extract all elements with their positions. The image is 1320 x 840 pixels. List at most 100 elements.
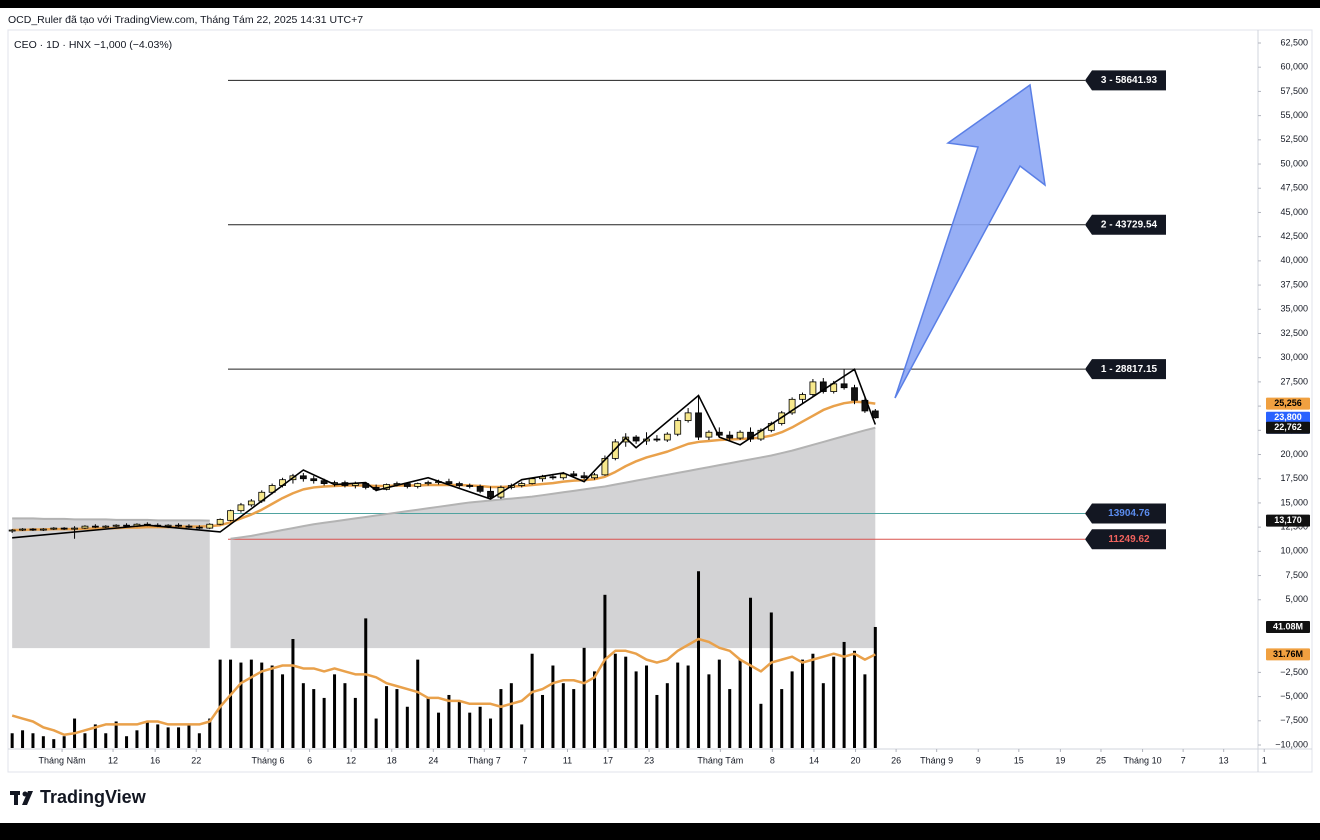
x-tick-label: 18 bbox=[387, 755, 397, 765]
volume-bar bbox=[853, 650, 857, 748]
y-tick-label: 40,000 bbox=[1280, 255, 1308, 265]
candle-body bbox=[414, 483, 422, 487]
x-tick-label: 8 bbox=[770, 755, 775, 765]
candle-body bbox=[185, 525, 193, 528]
candle-body bbox=[851, 387, 858, 401]
axis-tag bbox=[1266, 421, 1310, 434]
axis-tag bbox=[1266, 648, 1310, 661]
candle-body bbox=[518, 483, 526, 486]
volume-bar bbox=[707, 674, 711, 748]
candle-body bbox=[809, 381, 817, 395]
volume-bar bbox=[145, 721, 149, 748]
header-title: OCD_Ruler đã tạo với TradingView.com, Th… bbox=[8, 14, 363, 26]
volume-bar bbox=[873, 626, 877, 748]
axis-tag-label: 31.76M bbox=[1273, 649, 1303, 659]
y-tick-label: 30,000 bbox=[1280, 352, 1308, 362]
volume-bar bbox=[52, 739, 56, 748]
volume-bar bbox=[509, 683, 513, 748]
candle-body bbox=[195, 526, 203, 529]
level-tag bbox=[1085, 214, 1166, 235]
volume-bar bbox=[239, 662, 243, 748]
volume-bar bbox=[821, 683, 825, 748]
candle-body bbox=[299, 475, 307, 480]
x-tick-label: 13 bbox=[1219, 755, 1229, 765]
level-label: 1 - 28817.15 bbox=[1101, 364, 1158, 375]
candle-body bbox=[81, 525, 89, 529]
x-tick-label: 22 bbox=[191, 755, 201, 765]
volume-bar bbox=[645, 665, 649, 748]
volume-bar bbox=[114, 721, 118, 748]
x-tick-label: 25 bbox=[1096, 755, 1106, 765]
volume-bar bbox=[353, 697, 357, 748]
volume-bar bbox=[322, 697, 326, 748]
x-tick-label: Tháng 10 bbox=[1124, 755, 1162, 765]
x-tick-label: Tháng 6 bbox=[251, 755, 284, 765]
x-tick-label: 17 bbox=[603, 755, 613, 765]
volume-bar bbox=[10, 733, 14, 748]
candle-body bbox=[216, 518, 224, 525]
volume-bar bbox=[676, 662, 680, 748]
zigzag-line bbox=[12, 368, 877, 539]
level-tag bbox=[1085, 503, 1166, 524]
volume-bar bbox=[551, 665, 555, 748]
volume-bar bbox=[364, 618, 368, 748]
x-tick-label: 11 bbox=[563, 755, 572, 765]
arrow-drawing bbox=[894, 83, 1047, 399]
volume-bar bbox=[21, 730, 25, 748]
candle-body bbox=[601, 457, 609, 476]
x-tick-label: 7 bbox=[1181, 755, 1186, 765]
y-tick-label: 7,500 bbox=[1285, 570, 1308, 580]
candle-body bbox=[320, 480, 328, 484]
candle-body bbox=[788, 398, 796, 414]
volume-bar bbox=[416, 659, 420, 748]
candle-body bbox=[112, 524, 120, 527]
candle-body bbox=[549, 476, 557, 479]
y-tick-label: −2,500 bbox=[1280, 667, 1308, 677]
volume-bar bbox=[478, 706, 482, 748]
level-label: 13904.76 bbox=[1108, 508, 1150, 519]
volume-bar bbox=[62, 736, 66, 748]
y-tick-label: 5,000 bbox=[1285, 594, 1308, 604]
symbol-info: CEO · 1D · HNX −1,000 (−4.03%) bbox=[14, 39, 172, 51]
y-tick-label: −7,500 bbox=[1280, 715, 1308, 725]
y-tick-label: 62,500 bbox=[1280, 37, 1308, 47]
x-tick-label: Tháng 7 bbox=[468, 755, 501, 765]
volume-bar bbox=[593, 671, 597, 748]
x-tick-label: 6 bbox=[307, 755, 312, 765]
candle-body bbox=[528, 478, 536, 484]
x-tick-label: 16 bbox=[150, 755, 160, 765]
level-label: 3 - 58641.93 bbox=[1101, 75, 1158, 86]
volume-bar bbox=[135, 730, 139, 748]
y-tick-label: 50,000 bbox=[1280, 158, 1308, 168]
volume-bar bbox=[281, 674, 285, 748]
x-tick-label: 14 bbox=[809, 755, 819, 765]
chart-frame bbox=[7, 29, 1313, 773]
brand-name: TradingView bbox=[40, 787, 147, 807]
volume-bar bbox=[270, 665, 274, 748]
axis-tag-label: 25,256 bbox=[1274, 398, 1302, 408]
x-tick-label: 20 bbox=[851, 755, 861, 765]
volume-bar bbox=[780, 689, 784, 748]
candle-body bbox=[164, 524, 172, 527]
ma-area bbox=[12, 427, 876, 649]
brand-logo bbox=[10, 791, 33, 805]
candle-body bbox=[60, 527, 68, 530]
top-bar bbox=[0, 0, 1320, 8]
volume-bar bbox=[697, 571, 701, 748]
x-tick-label: 19 bbox=[1055, 755, 1065, 765]
volume-bar bbox=[31, 733, 35, 748]
y-tick-label: 35,000 bbox=[1280, 304, 1308, 314]
x-tick-label: 7 bbox=[522, 755, 527, 765]
x-tick-label: 9 bbox=[976, 755, 981, 765]
volume-bar bbox=[634, 671, 638, 748]
volume-bar bbox=[686, 665, 690, 748]
level-tag bbox=[1085, 359, 1166, 380]
volume-bar bbox=[405, 706, 409, 748]
x-tick-label: 15 bbox=[1014, 755, 1024, 765]
candle-body bbox=[819, 381, 827, 392]
y-tick-label: 55,000 bbox=[1280, 110, 1308, 120]
y-tick-label: 47,500 bbox=[1280, 183, 1308, 193]
volume-bar bbox=[582, 647, 586, 748]
ma-line bbox=[12, 426, 876, 540]
